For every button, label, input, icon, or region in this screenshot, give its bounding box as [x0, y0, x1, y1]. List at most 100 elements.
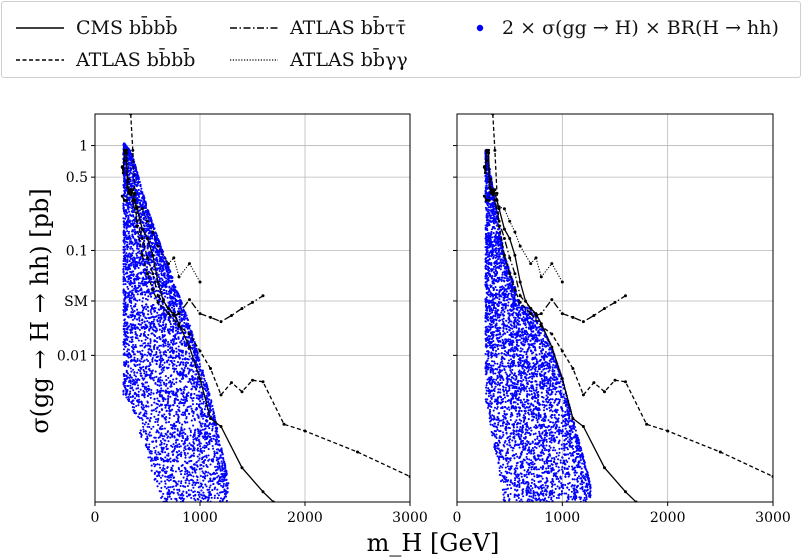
scatter-point [176, 438, 179, 441]
scatter-point [133, 317, 136, 320]
scatter-point [209, 438, 212, 441]
scatter-point [133, 327, 136, 330]
scatter-point [175, 370, 179, 373]
scatter-point [156, 397, 159, 400]
scatter-point [206, 425, 209, 428]
scatter-point [128, 340, 131, 343]
scatter-point [176, 428, 179, 431]
scatter-point [151, 283, 154, 287]
scatter-point [122, 186, 126, 189]
scatter-point [167, 452, 170, 455]
scatter-point [184, 421, 187, 424]
scatter-point [133, 406, 136, 409]
scatter-point [145, 388, 148, 391]
scatter-point [160, 389, 163, 392]
scatter-point [141, 297, 145, 300]
scatter-point [131, 257, 134, 260]
scatter-point [128, 234, 131, 237]
scatter-point [512, 377, 515, 380]
scatter-point [148, 275, 151, 278]
scatter-point [187, 371, 190, 374]
scatter-point [525, 326, 528, 329]
scatter-point [498, 373, 501, 376]
scatter-point [145, 285, 149, 288]
y-tick-label: 0.5 [66, 170, 88, 186]
scatter-point [131, 219, 134, 223]
scatter-point [192, 454, 196, 458]
scatter-point [135, 318, 138, 321]
scatter-point [156, 383, 159, 386]
scatter-point [225, 482, 228, 485]
scatter-point [211, 429, 214, 432]
scatter-point [189, 381, 192, 384]
scatter-point [161, 424, 164, 428]
scatter-point [191, 344, 194, 347]
scatter-point [123, 373, 126, 376]
scatter-point [189, 340, 192, 343]
scatter-point [180, 439, 183, 442]
scatter-point [182, 390, 185, 394]
scatter-point [123, 250, 126, 253]
scatter-point [131, 331, 134, 334]
scatter-point [141, 321, 144, 324]
scatter-point [159, 391, 162, 394]
scatter-point [191, 409, 194, 412]
scatter-point [181, 349, 185, 352]
scatter-point [143, 334, 146, 337]
scatter-point [182, 338, 185, 341]
scatter-point [169, 476, 173, 479]
scatter-point [166, 430, 170, 433]
scatter-point [148, 328, 151, 331]
scatter-point [221, 478, 224, 481]
scatter-point [149, 271, 152, 275]
scatter-point [145, 358, 148, 361]
scatter-point [143, 372, 146, 375]
scatter-point [124, 309, 127, 312]
scatter-point [203, 408, 206, 411]
series-marker-atlas_bbgg [135, 205, 139, 209]
scatter-point [172, 289, 175, 292]
scatter-point [134, 378, 137, 381]
scatter-point [218, 476, 221, 479]
scatter-point [183, 442, 187, 445]
scatter-point [131, 380, 134, 383]
scatter-point [167, 268, 170, 271]
scatter-point [131, 235, 134, 238]
scatter-point [147, 342, 150, 345]
scatter-point [175, 337, 178, 341]
scatter-point [125, 377, 128, 380]
scatter-point [152, 249, 155, 252]
scatter-point [147, 225, 150, 228]
series-marker-atlas_bbbb [219, 393, 223, 397]
scatter-point [172, 393, 175, 396]
scatter-point [179, 484, 182, 488]
scatter-point [171, 424, 174, 427]
scatter-point [169, 275, 173, 278]
scatter-point [147, 448, 151, 451]
scatter-point [170, 390, 173, 393]
scatter-point [222, 458, 225, 462]
scatter-point [185, 363, 188, 366]
scatter-point [202, 465, 205, 468]
scatter-point [214, 472, 217, 476]
series-marker-atlas_bbgg [131, 188, 135, 192]
scatter-point [144, 316, 147, 319]
scatter-point [194, 373, 197, 376]
scatter-point [524, 308, 527, 311]
scatter-point [153, 446, 156, 449]
scatter-point [131, 340, 134, 343]
series-marker-atlas_bbbb [356, 450, 359, 454]
scatter-point [140, 435, 143, 438]
scatter-point [153, 348, 156, 351]
scatter-point [142, 408, 145, 411]
scatter-point [126, 372, 130, 375]
scatter-point [162, 415, 165, 418]
scatter-point [194, 483, 197, 487]
scatter-point [188, 479, 191, 482]
scatter-point [147, 309, 150, 312]
series-marker-atlas_bbtautau [125, 198, 128, 202]
scatter-point [162, 389, 165, 392]
scatter-point [130, 210, 133, 213]
scatter-point [133, 374, 136, 377]
scatter-point [209, 479, 212, 482]
